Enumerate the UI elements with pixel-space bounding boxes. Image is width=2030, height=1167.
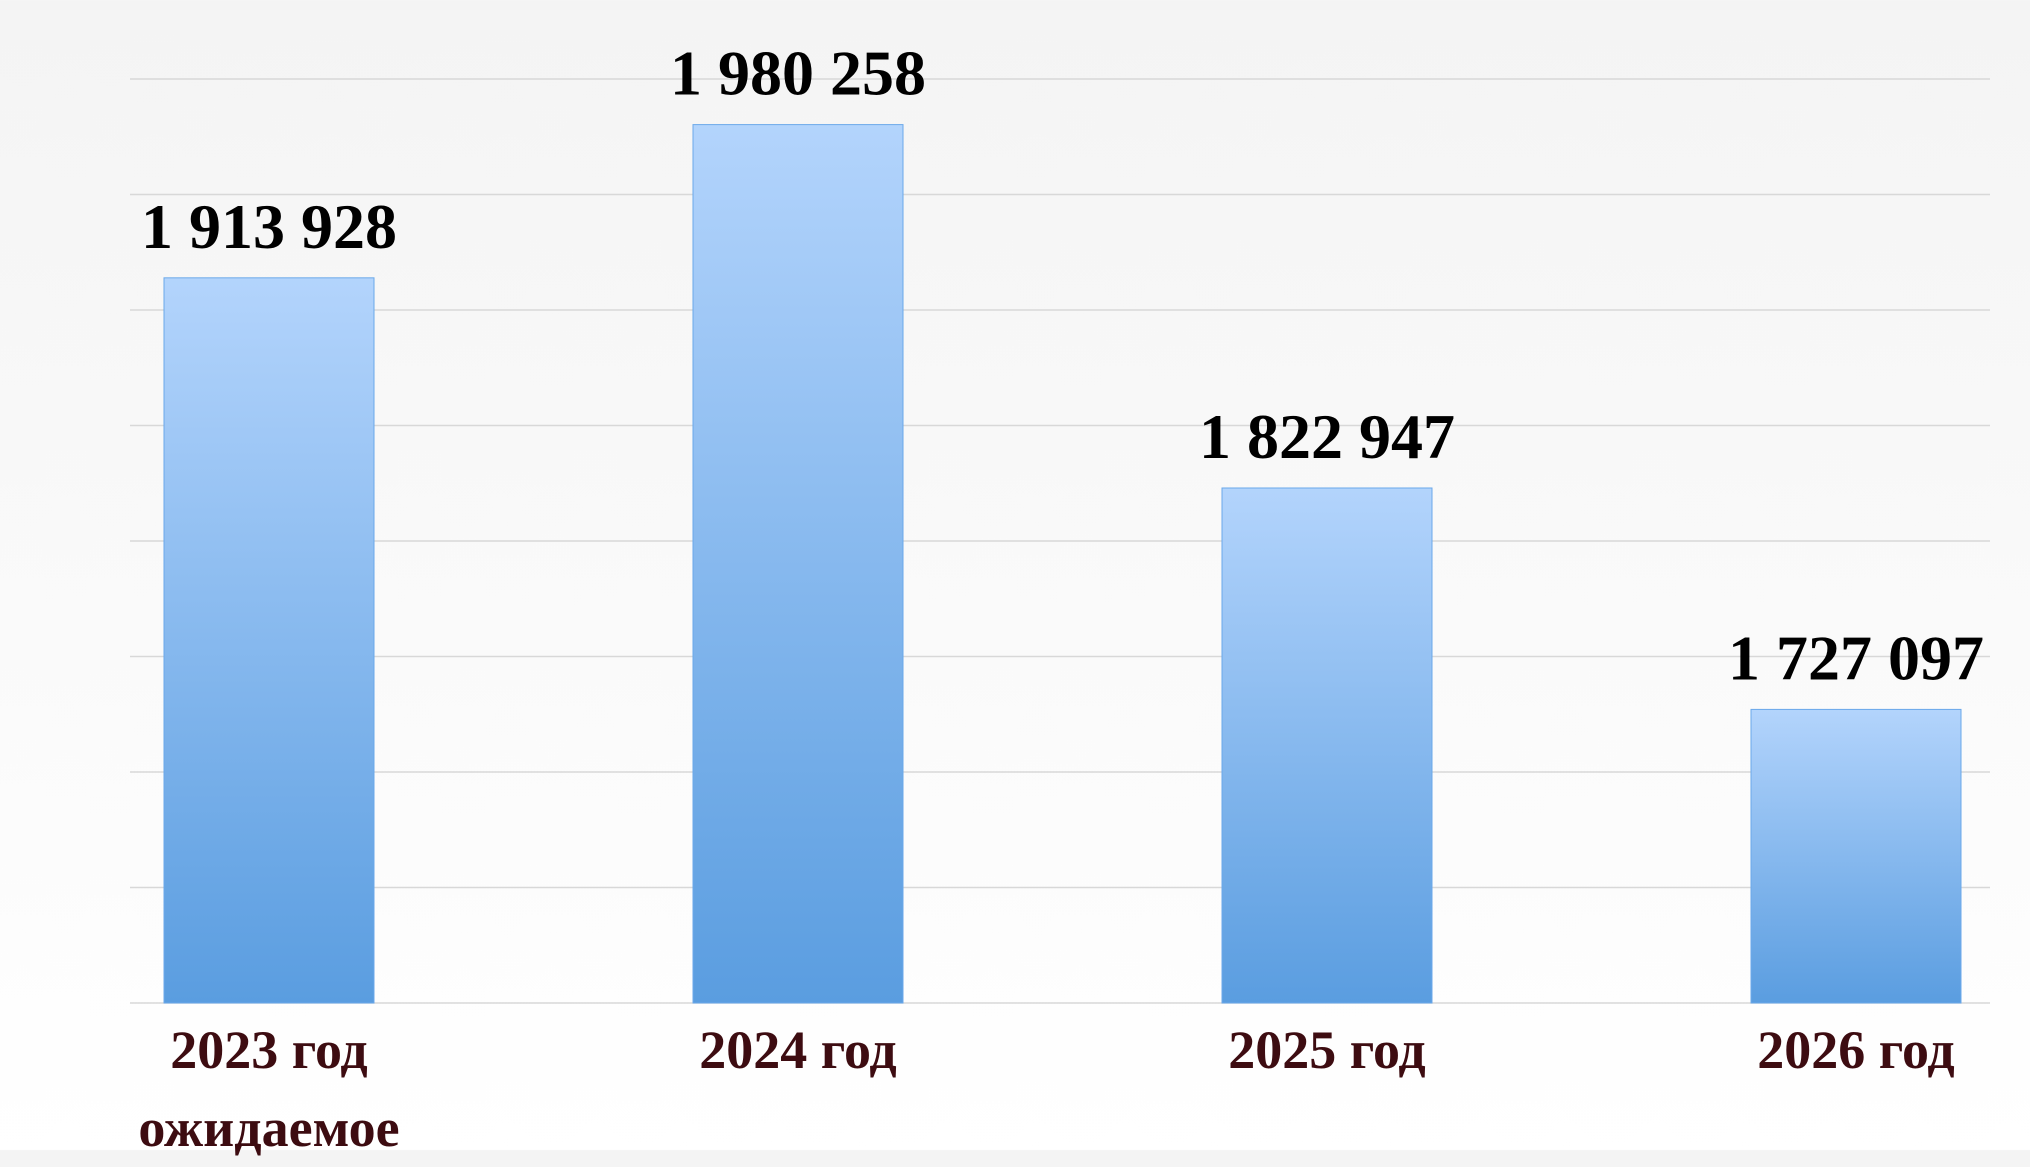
bar [692,124,904,1004]
value-label: 1 913 928 [141,191,397,262]
x-tick-label: 2024 год [699,1020,897,1080]
x-tick-label: 2025 год [1228,1020,1426,1080]
bar [1221,487,1433,1004]
value-label: 1 727 097 [1728,622,1984,693]
bar [1750,708,1962,1004]
x-tick-label: 2023 год ожидаемое [138,1020,400,1158]
bar [163,277,375,1004]
x-tick-label: 2026 год [1757,1020,1955,1080]
value-label: 1 980 258 [670,38,926,109]
value-label: 1 822 947 [1199,401,1455,472]
